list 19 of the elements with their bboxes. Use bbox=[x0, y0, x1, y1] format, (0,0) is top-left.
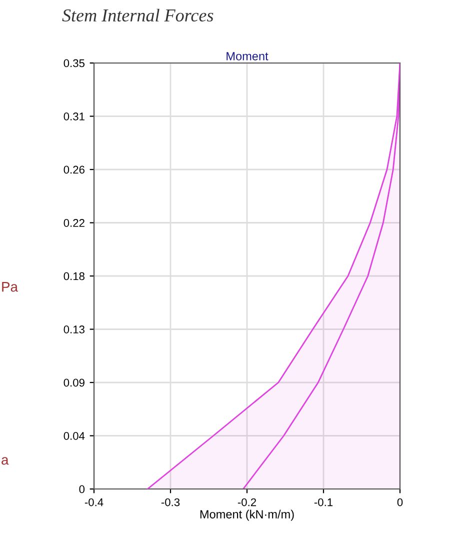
y-tick-label: 0.13 bbox=[64, 326, 84, 334]
y-tick-label: 0.31 bbox=[64, 112, 84, 120]
y-tick-label: 0.09 bbox=[64, 378, 84, 387]
y-tick-label: 0.26 bbox=[64, 166, 84, 174]
chart-title: Stem Internal Forces bbox=[62, 8, 214, 22]
x-tick-label: 0 bbox=[397, 498, 403, 506]
x-tick-label: -0.4 bbox=[84, 498, 104, 506]
y-tick-label: 0.22 bbox=[64, 219, 84, 227]
text: Pa bbox=[2, 282, 18, 292]
x-axis-title: Moment (kN·m/m) bbox=[200, 510, 294, 521]
x-tick-label: -0.2 bbox=[238, 498, 256, 506]
x-tick-label: -0.1 bbox=[314, 498, 333, 506]
x-tick-label: -0.3 bbox=[161, 498, 180, 506]
y-tick-label: 0.35 bbox=[64, 59, 85, 68]
y-tick-label: 0 bbox=[79, 485, 85, 494]
text: a bbox=[2, 457, 9, 465]
y-tick-label: 0.04 bbox=[64, 432, 85, 440]
chart-subtitle: Moment bbox=[226, 52, 268, 60]
y-tick-label: 0.18 bbox=[64, 272, 84, 280]
